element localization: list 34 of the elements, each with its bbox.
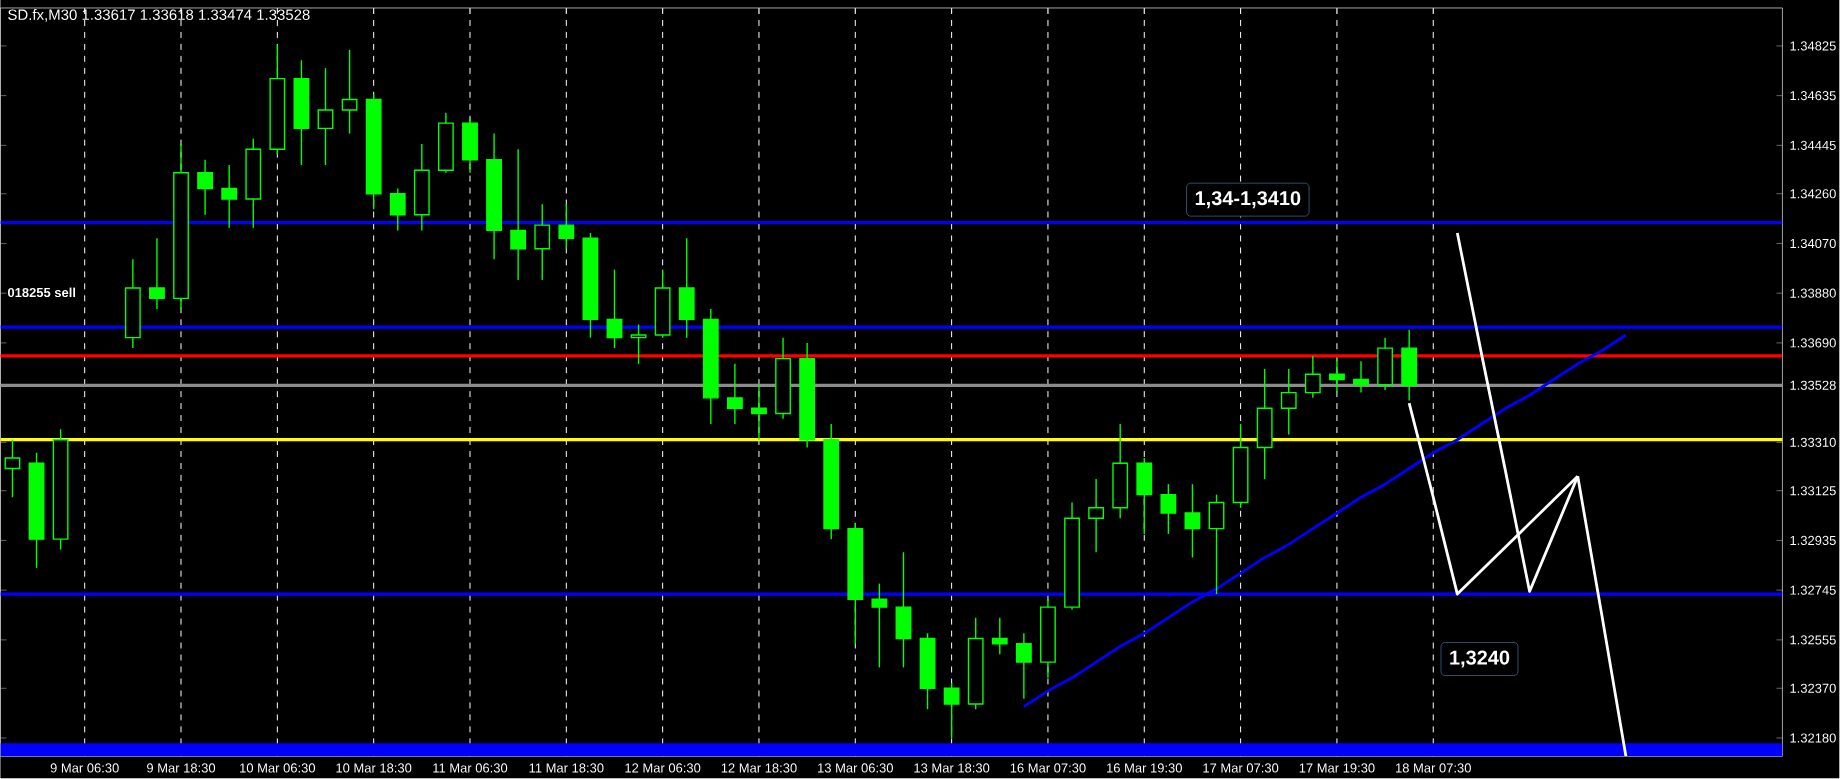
x-tick-label: 9 Mar 06:30: [50, 763, 119, 773]
x-tick-label: 11 Mar 18:30: [529, 763, 604, 773]
annotation: 1,3240: [1450, 650, 1510, 668]
y-tick-label: 1.33528: [1790, 380, 1836, 390]
y-tick-label: 1.34260: [1790, 189, 1836, 199]
x-tick-label: 13 Mar 18:30: [914, 763, 990, 773]
y-tick-label: 1.32745: [1790, 585, 1836, 595]
y-tick-label: 1.32370: [1790, 683, 1836, 693]
y-tick-label: 1.32935: [1790, 535, 1836, 545]
x-tick-label: 17 Mar 07:30: [1203, 763, 1279, 773]
y-tick-label: 1.34635: [1790, 90, 1836, 101]
x-tick-label: 12 Mar 18:30: [721, 763, 797, 773]
x-tick-label: 13 Mar 06:30: [818, 763, 893, 773]
y-tick-label: 1.34445: [1790, 140, 1836, 150]
y-tick-label: 1.34070: [1790, 238, 1836, 248]
chart-title: SD.fx,M30 1.33617 1.33618 1.33474 1.33528: [8, 8, 310, 22]
ref-line-label: 1,34-1,3410: [1195, 191, 1301, 209]
y-tick-label: 1.34825: [1790, 41, 1836, 51]
y-tick-label: 1.33310: [1790, 437, 1836, 447]
x-tick-label: 18 Mar 07:30: [1396, 763, 1471, 773]
y-tick-label: 1.32180: [1790, 733, 1836, 743]
x-tick-label: 17 Mar 19:30: [1299, 763, 1375, 773]
y-tick-label: 1.33690: [1790, 338, 1836, 348]
x-tick-label: 16 Mar 19:30: [1107, 763, 1182, 773]
x-tick-label: 9 Mar 18:30: [147, 763, 216, 773]
x-tick-label: 16 Mar 07:30: [1010, 763, 1086, 773]
x-tick-label: 11 Mar 06:30: [433, 763, 508, 773]
y-tick-label: 1.33880: [1790, 288, 1836, 298]
y-tick-label: 1.32555: [1790, 635, 1836, 645]
x-tick-label: 10 Mar 06:30: [240, 763, 316, 773]
x-tick-label: 12 Mar 06:30: [625, 763, 701, 773]
y-tick-label: 1.33125: [1790, 486, 1836, 496]
x-tick-label: 10 Mar 18:30: [336, 763, 412, 773]
annotation: 018255 sell: [7, 287, 76, 298]
